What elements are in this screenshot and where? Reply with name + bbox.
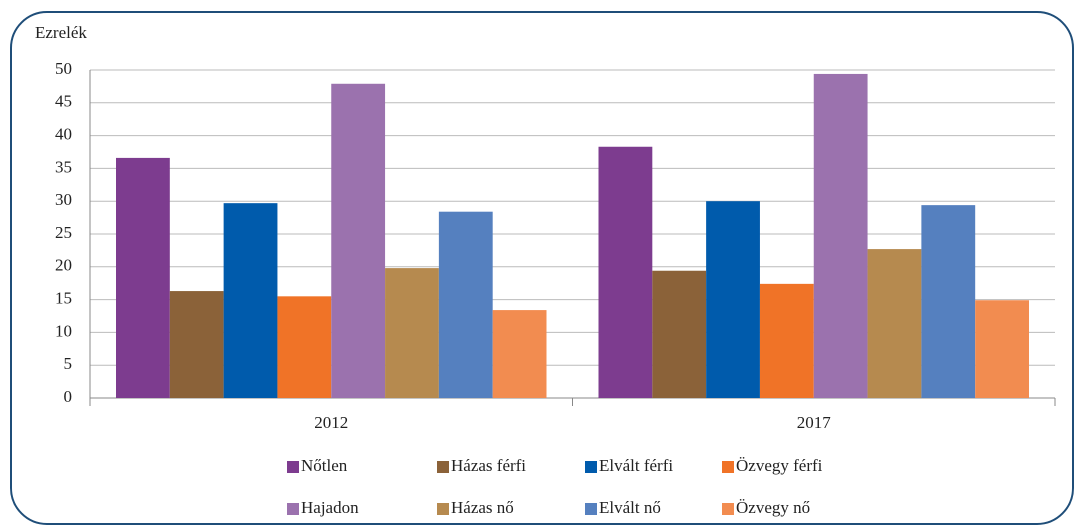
bar: [706, 201, 760, 398]
y-tick-label: 40: [55, 125, 72, 144]
legend-label: Házas férfi: [451, 456, 526, 475]
bar: [921, 205, 976, 398]
legend-swatch: [585, 461, 597, 473]
legend-swatch: [437, 503, 449, 515]
y-tick-label: 20: [55, 256, 72, 275]
y-axis-label: Ezrelék: [35, 23, 87, 42]
y-tick-label: 0: [64, 387, 73, 406]
legend-swatch: [287, 461, 299, 473]
legend-swatch: [722, 503, 734, 515]
bar: [223, 203, 278, 398]
bar: [598, 146, 653, 398]
legend-swatch: [722, 461, 734, 473]
bar: [438, 211, 493, 398]
bar: [169, 291, 224, 398]
legend-label: Hajadon: [301, 498, 359, 517]
legend-label: Özvegy nő: [736, 498, 810, 517]
bar: [277, 296, 332, 398]
legend-label: Házas nő: [451, 498, 514, 517]
legend-swatch: [287, 503, 299, 515]
y-tick-label: 45: [55, 92, 72, 111]
y-tick-label: 10: [55, 321, 72, 340]
y-tick-label: 50: [55, 59, 72, 78]
bar: [331, 83, 386, 398]
bar: [385, 268, 439, 398]
bar: [813, 73, 868, 398]
bar: [867, 249, 922, 398]
legend-label: Elvált férfi: [599, 456, 673, 475]
bar: [652, 270, 707, 398]
legend-swatch: [585, 503, 597, 515]
y-tick-label: 35: [55, 157, 72, 176]
legend-label: Nőtlen: [301, 456, 348, 475]
legend-label: Elvált nő: [599, 498, 661, 517]
y-tick-label: 30: [55, 190, 72, 209]
legend-label: Özvegy férfi: [736, 456, 823, 475]
frame: [10, 11, 1074, 525]
legend-swatch: [437, 461, 449, 473]
bar: [759, 283, 814, 398]
y-tick-label: 5: [64, 354, 73, 373]
y-tick-label: 25: [55, 223, 72, 242]
y-tick-label: 15: [55, 289, 72, 308]
x-tick-label: 2017: [797, 413, 832, 432]
bar: [975, 300, 1029, 398]
bar: [116, 157, 170, 398]
bar: [492, 310, 547, 398]
x-tick-label: 2012: [314, 413, 348, 432]
